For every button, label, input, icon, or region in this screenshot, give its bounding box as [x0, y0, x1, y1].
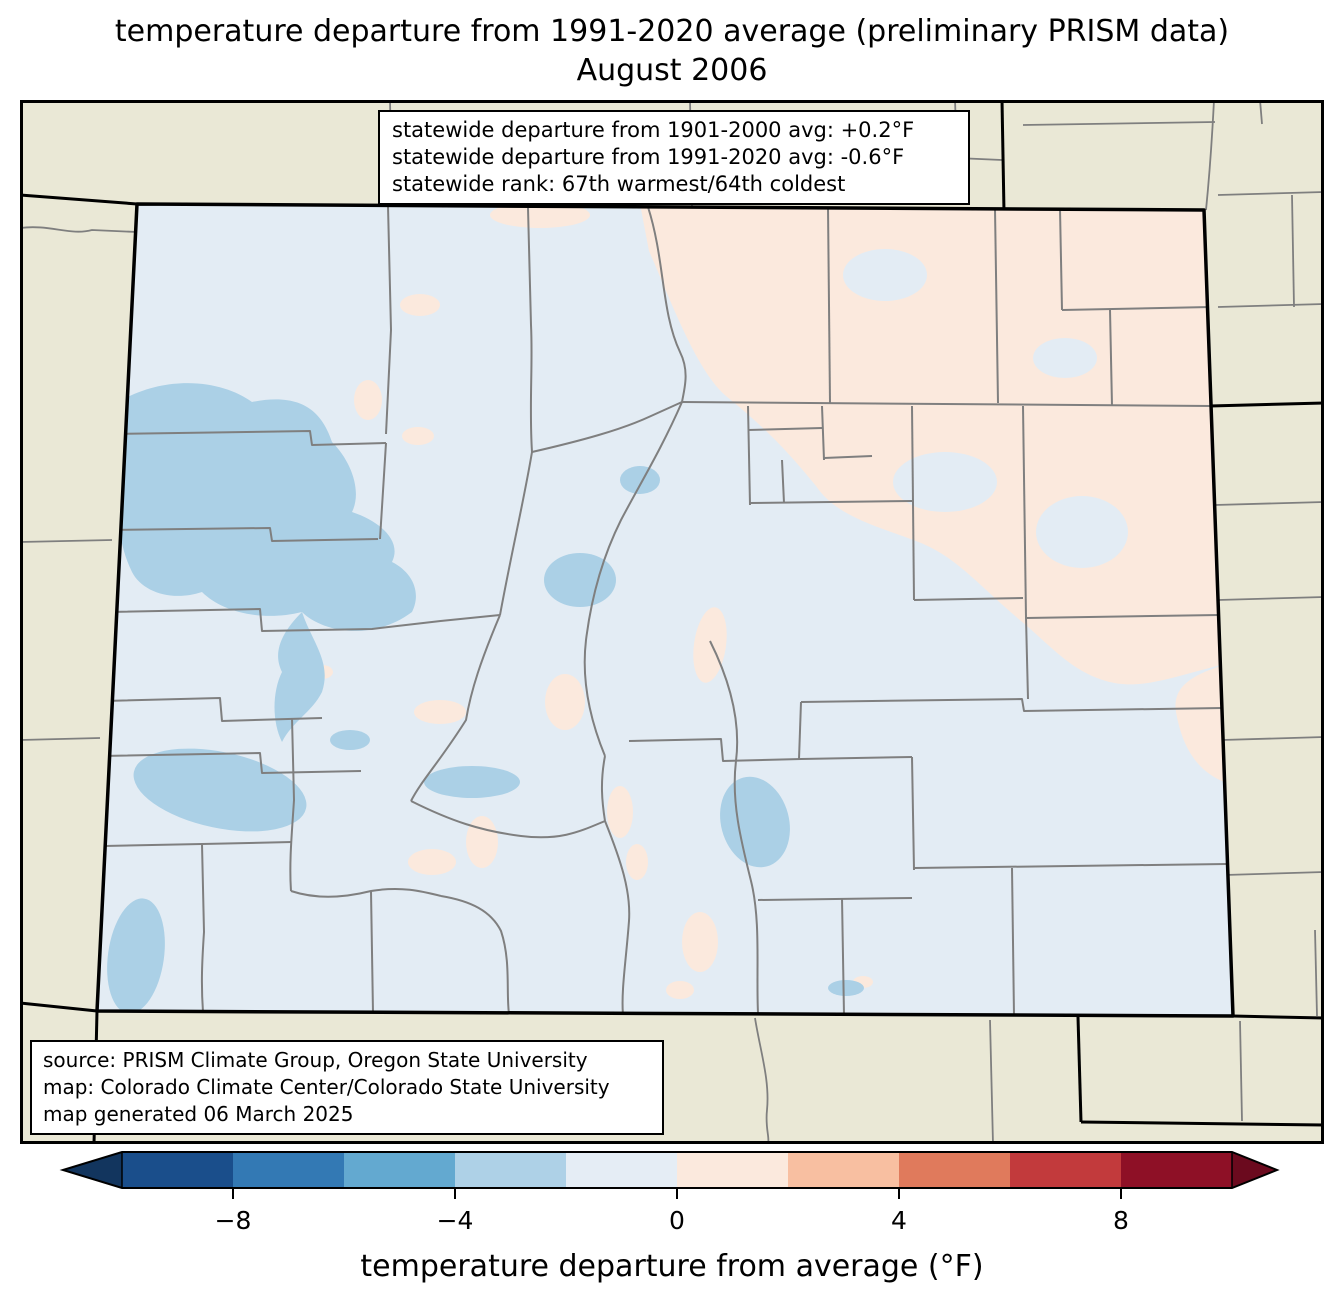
colorbar-segment — [455, 1152, 566, 1188]
stats-line-3: statewide rank: 67th warmest/64th coldes… — [392, 172, 846, 196]
tick-label: −4 — [437, 1206, 474, 1235]
source-line-2: map: Colorado Climate Center/Colorado St… — [43, 1075, 610, 1099]
tick-label: −8 — [215, 1206, 252, 1235]
colorbar-axis-label: temperature departure from average (°F) — [360, 1249, 983, 1284]
title-line-1: temperature departure from 1991-2020 ave… — [114, 14, 1230, 49]
stats-line-2: statewide departure from 1991-2020 avg: … — [392, 145, 905, 169]
stats-line-1: statewide departure from 1901-2000 avg: … — [392, 118, 915, 142]
colorbar-segments — [122, 1152, 1232, 1188]
colorado-map-svg — [19, 99, 1325, 1145]
colorbar-segment — [788, 1152, 899, 1188]
map-area — [19, 99, 1325, 1145]
tick-label: 0 — [669, 1206, 685, 1235]
colorbar-segment — [566, 1152, 677, 1188]
colorbar-segment — [233, 1152, 344, 1188]
source-box: source: PRISM Climate Group, Oregon Stat… — [30, 1040, 664, 1135]
colorado-county-lines — [101, 205, 1227, 1016]
colorbar-segment — [122, 1152, 233, 1188]
figure-title: temperature departure from 1991-2020 ave… — [0, 12, 1344, 90]
colorado-state-border — [95, 202, 1235, 1018]
tick-label: 8 — [1113, 1206, 1129, 1235]
title-line-2: August 2006 — [576, 53, 768, 88]
colorbar-segment — [344, 1152, 455, 1188]
cool-departure-regions — [107, 383, 864, 1014]
colorbar-svg: −8 −4 0 4 8 temperature departure from a… — [59, 1151, 1280, 1284]
colorbar-tick-labels: −8 −4 0 4 8 — [215, 1206, 1129, 1235]
colorbar: −8 −4 0 4 8 temperature departure from a… — [0, 1145, 1344, 1299]
colorbar-segment — [899, 1152, 1010, 1188]
neighbor-state-borders — [19, 99, 1325, 1145]
neutral-holes — [763, 249, 1128, 738]
stats-box: statewide departure from 1901-2000 avg: … — [378, 110, 970, 205]
colorbar-segment — [677, 1152, 788, 1188]
map-frame — [20, 100, 1324, 1144]
source-line-1: source: PRISM Climate Group, Oregon Stat… — [43, 1048, 588, 1072]
tick-label: 4 — [891, 1206, 907, 1235]
colorbar-extend-arrows — [63, 1152, 1277, 1188]
colorbar-arrow-low — [63, 1152, 122, 1188]
colorbar-segment — [1121, 1152, 1232, 1188]
colorbar-segment — [1010, 1152, 1121, 1188]
colorbar-ticks — [232, 1188, 1122, 1199]
colorbar-arrow-high — [1232, 1152, 1277, 1188]
source-line-3: map generated 06 March 2025 — [43, 1102, 354, 1126]
